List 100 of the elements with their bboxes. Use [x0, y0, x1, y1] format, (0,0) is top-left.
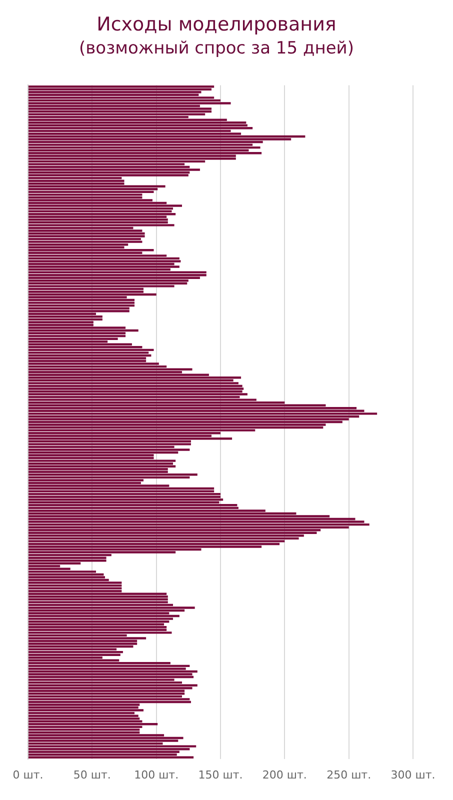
bar	[28, 443, 191, 446]
bar	[28, 474, 198, 476]
bar	[28, 368, 192, 370]
bar	[28, 723, 158, 726]
bar	[28, 304, 135, 307]
bar	[28, 492, 220, 496]
bar	[28, 756, 194, 759]
bar	[28, 257, 180, 260]
bar	[28, 606, 195, 609]
bar	[28, 487, 214, 490]
bar	[28, 637, 146, 640]
bar	[28, 438, 232, 440]
bar	[28, 384, 242, 388]
bar	[28, 692, 185, 695]
bar	[28, 158, 236, 160]
bar	[28, 310, 130, 312]
bar	[28, 190, 154, 194]
bar	[28, 185, 166, 188]
bar	[28, 448, 190, 451]
bar	[28, 498, 224, 501]
x-tick-label: 50 шт.	[73, 768, 111, 782]
bar	[28, 235, 145, 238]
bar	[28, 460, 176, 462]
bar	[28, 240, 142, 243]
bar	[28, 592, 167, 595]
bar	[28, 559, 106, 562]
bar	[28, 274, 206, 276]
bar	[28, 584, 122, 587]
x-tick-label: 150 шт.	[198, 768, 243, 782]
chart-title: Исходы моделирования	[96, 13, 336, 36]
bar	[28, 576, 105, 578]
bar	[28, 587, 122, 590]
x-tick-label: 300 шт.	[390, 768, 436, 782]
x-tick-label: 0 шт.	[12, 768, 44, 782]
bar	[28, 266, 180, 268]
bar	[28, 334, 126, 338]
bar	[28, 271, 206, 274]
bar	[28, 108, 212, 110]
bar	[28, 348, 154, 352]
x-tick-label: 250 шт.	[326, 768, 372, 782]
bar	[28, 152, 262, 154]
bar	[28, 650, 123, 654]
bar	[28, 180, 124, 182]
bar	[28, 684, 198, 686]
bar	[28, 260, 181, 262]
chart-subtitle: (возможный спрос за 15 дней)	[79, 38, 354, 58]
bar	[28, 210, 172, 212]
bar	[28, 204, 182, 207]
bar	[28, 376, 242, 379]
bar	[28, 614, 180, 618]
bar	[28, 596, 168, 598]
bar	[28, 174, 188, 176]
bar	[28, 462, 174, 465]
bar	[28, 232, 145, 235]
bar	[28, 218, 168, 221]
bar	[28, 249, 154, 252]
bar	[28, 642, 138, 645]
x-tick-label: 200 шт.	[262, 768, 307, 782]
bar	[28, 426, 324, 429]
bar	[28, 316, 102, 318]
bar	[28, 632, 172, 634]
bar	[28, 736, 184, 740]
bar	[28, 122, 246, 124]
bar	[28, 238, 141, 240]
bar	[28, 573, 104, 576]
bar	[28, 582, 122, 584]
bar	[28, 88, 212, 90]
bar	[28, 412, 378, 415]
bar	[28, 504, 238, 506]
bar	[28, 728, 140, 731]
bar	[28, 709, 144, 712]
bar	[28, 318, 102, 321]
bar	[28, 298, 135, 302]
bar	[28, 598, 168, 601]
bar	[28, 168, 200, 171]
bar	[28, 714, 138, 717]
bar	[28, 676, 194, 678]
x-tick-label: 100 шт.	[134, 768, 179, 782]
bar	[28, 329, 138, 332]
bar	[28, 127, 253, 130]
bar	[28, 382, 238, 384]
bar	[28, 670, 198, 673]
bar	[28, 532, 317, 534]
bar	[28, 620, 170, 623]
bar	[28, 654, 120, 656]
bar	[28, 700, 191, 704]
bar	[28, 282, 188, 285]
bar	[28, 717, 140, 720]
bar	[28, 224, 174, 226]
bar	[28, 110, 212, 113]
bar	[28, 135, 306, 138]
bar	[28, 523, 370, 526]
bar	[28, 645, 134, 648]
bar	[28, 626, 167, 628]
bar	[28, 745, 196, 748]
bar	[28, 465, 176, 468]
bar	[28, 496, 220, 498]
bar	[28, 664, 190, 668]
bar	[28, 302, 135, 304]
bar	[28, 85, 214, 88]
